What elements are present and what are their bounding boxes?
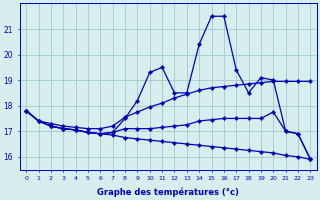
X-axis label: Graphe des températures (°c): Graphe des températures (°c) bbox=[97, 187, 239, 197]
